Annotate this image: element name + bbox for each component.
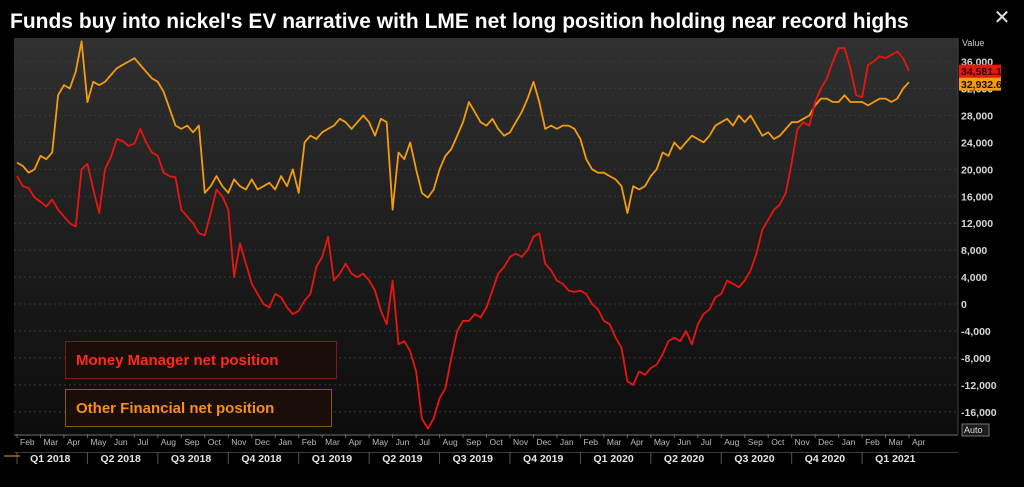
gridlines bbox=[14, 61, 958, 413]
y-tick-label: 8,000 bbox=[961, 245, 987, 257]
y-axis-title: Value bbox=[962, 38, 984, 48]
x-quarter-label: Q4 2019 bbox=[523, 453, 563, 465]
y-tick-label: -8,000 bbox=[961, 353, 991, 365]
x-quarter-label: Q1 2018 bbox=[30, 453, 70, 465]
y-tick-label: -4,000 bbox=[961, 326, 991, 338]
legend-other-financial: Other Financial net position bbox=[65, 389, 332, 427]
x-month-label: Jul bbox=[701, 437, 712, 447]
x-month-label: Nov bbox=[231, 437, 247, 447]
x-month-label: Oct bbox=[771, 437, 785, 447]
x-month-label: Jul bbox=[137, 437, 148, 447]
x-axis: Feb Mar Apr May Jun Jul Aug Sep Oct Nov Dec Jan Feb M… bbox=[4, 423, 990, 465]
x-month-label: May bbox=[90, 437, 107, 447]
x-quarter-label: Q4 2020 bbox=[805, 453, 845, 465]
y-tick-label: -16,000 bbox=[961, 407, 997, 419]
close-icon[interactable]: ✕ bbox=[993, 7, 1011, 29]
x-month-label: Aug bbox=[724, 437, 739, 447]
x-month-label: Nov bbox=[795, 437, 811, 447]
x-month-label: Jan bbox=[278, 437, 292, 447]
x-month-label: Nov bbox=[513, 437, 529, 447]
x-quarter-label: Q1 2020 bbox=[593, 453, 633, 465]
chart-title: Funds buy into nickel's EV narrative wit… bbox=[10, 10, 909, 33]
x-month-label: Feb bbox=[20, 437, 35, 447]
x-month-label: Mar bbox=[889, 437, 904, 447]
x-month-label: May bbox=[654, 437, 671, 447]
x-month-label: Jul bbox=[419, 437, 430, 447]
x-month-label: Feb bbox=[583, 437, 598, 447]
x-month-label: Mar bbox=[325, 437, 340, 447]
x-month-label: Dec bbox=[255, 437, 271, 447]
x-month-label: Aug bbox=[161, 437, 176, 447]
quarter-separator-line bbox=[14, 452, 958, 453]
x-quarter-label: Q3 2020 bbox=[734, 453, 774, 465]
x-month-label: Dec bbox=[818, 437, 834, 447]
x-quarter-label: Q4 2018 bbox=[241, 453, 281, 465]
x-quarter-label: Q1 2019 bbox=[312, 453, 352, 465]
auto-scale-label: Auto bbox=[964, 425, 983, 435]
y-tick-label: 0 bbox=[961, 299, 967, 311]
x-quarter-label: Q2 2020 bbox=[664, 453, 704, 465]
x-month-label: Mar bbox=[607, 437, 622, 447]
y-tick-label: -12,000 bbox=[961, 380, 997, 392]
y-tick-label: 12,000 bbox=[961, 218, 993, 230]
x-month-label: Feb bbox=[302, 437, 317, 447]
x-month-label: Sep bbox=[748, 437, 763, 447]
other-financial-line bbox=[16, 40, 910, 214]
legend-money-manager: Money Manager net position bbox=[65, 341, 337, 379]
x-month-label: Feb bbox=[865, 437, 880, 447]
x-month-label: Mar bbox=[43, 437, 58, 447]
x-month-label: Apr bbox=[349, 437, 362, 447]
x-month-label: Oct bbox=[208, 437, 222, 447]
x-quarter-label: Q2 2018 bbox=[101, 453, 141, 465]
money-manager-line bbox=[16, 47, 910, 430]
last-value-label: 34,581.17 bbox=[961, 66, 1008, 78]
y-tick-label: 24,000 bbox=[961, 137, 993, 149]
x-month-label: Jun bbox=[396, 437, 410, 447]
x-month-label: Jan bbox=[560, 437, 574, 447]
y-tick-label: 28,000 bbox=[961, 110, 993, 122]
x-month-label: Sep bbox=[466, 437, 481, 447]
x-quarter-label: Q3 2018 bbox=[171, 453, 211, 465]
x-month-label: Jan bbox=[842, 437, 856, 447]
x-month-label: Apr bbox=[630, 437, 643, 447]
x-quarter-label: Q3 2019 bbox=[453, 453, 493, 465]
x-month-label: Jun bbox=[114, 437, 128, 447]
x-month-label: Jun bbox=[677, 437, 691, 447]
x-quarter-label: Q1 2021 bbox=[875, 453, 915, 465]
y-tick-label: 16,000 bbox=[961, 191, 993, 203]
y-tick-label: 20,000 bbox=[961, 164, 993, 176]
x-month-label: May bbox=[372, 437, 389, 447]
series-lines bbox=[16, 40, 910, 430]
auto-scale-box bbox=[961, 423, 990, 437]
x-month-label: Dec bbox=[536, 437, 552, 447]
x-month-label: Aug bbox=[443, 437, 458, 447]
y-tick-label: 4,000 bbox=[961, 272, 987, 284]
x-month-label: Apr bbox=[912, 437, 925, 447]
x-month-label: Oct bbox=[490, 437, 504, 447]
last-value-label: 32,932.67 bbox=[961, 79, 1008, 91]
last-value-tag bbox=[959, 64, 1001, 78]
x-month-label: Sep bbox=[184, 437, 199, 447]
x-quarter-label: Q2 2019 bbox=[382, 453, 422, 465]
y-axis: 36,00032,00028,00024,00020,00016,00012,0… bbox=[957, 38, 1008, 434]
x-month-label: Apr bbox=[67, 437, 80, 447]
last-value-tag bbox=[959, 77, 1001, 91]
